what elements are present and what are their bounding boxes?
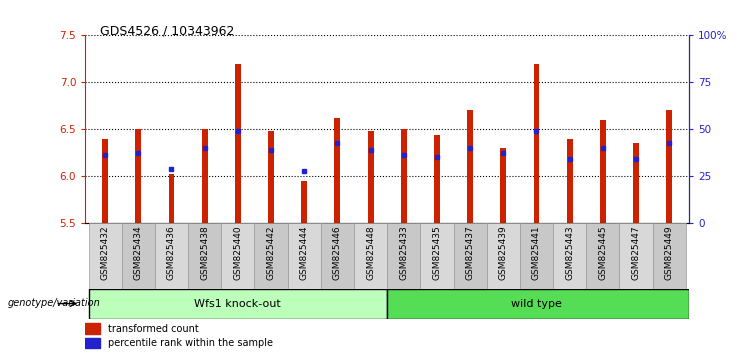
Bar [354,223,387,289]
Text: GSM825432: GSM825432 [101,225,110,280]
Text: GSM825433: GSM825433 [399,225,408,280]
Text: GSM825440: GSM825440 [233,225,242,280]
Bar [567,138,573,223]
Text: genotype/variation: genotype/variation [7,298,100,308]
Bar [500,148,506,223]
Bar [619,223,653,289]
Bar [88,289,387,319]
Bar [467,110,473,223]
Bar [334,118,340,223]
Bar [520,223,553,289]
Text: GSM825438: GSM825438 [200,225,209,280]
Bar [387,289,689,319]
Bar [188,223,222,289]
Text: GSM825442: GSM825442 [267,225,276,280]
Bar [420,223,453,289]
Text: GSM825436: GSM825436 [167,225,176,280]
Text: GSM825449: GSM825449 [665,225,674,280]
Bar [155,223,188,289]
Bar [487,223,520,289]
Bar [85,324,100,334]
Bar [633,143,639,223]
Bar [102,138,108,223]
Bar [136,129,142,223]
Bar [453,223,487,289]
Text: GDS4526 / 10343962: GDS4526 / 10343962 [100,25,234,38]
Text: GSM825444: GSM825444 [299,225,309,280]
Text: percentile rank within the sample: percentile rank within the sample [108,338,273,348]
Bar [168,174,174,223]
Bar [88,223,122,289]
Bar [586,223,619,289]
Bar [600,120,606,223]
Text: GSM825435: GSM825435 [433,225,442,280]
Bar [666,110,672,223]
Bar [653,223,686,289]
Bar [553,223,586,289]
Text: GSM825447: GSM825447 [631,225,640,280]
Text: GSM825441: GSM825441 [532,225,541,280]
Text: GSM825437: GSM825437 [465,225,475,280]
Text: GSM825448: GSM825448 [366,225,375,280]
Bar [387,223,420,289]
Bar [85,337,100,348]
Text: GSM825443: GSM825443 [565,225,574,280]
Bar [401,129,407,223]
Bar [122,223,155,289]
Text: GSM825446: GSM825446 [333,225,342,280]
Bar [368,131,373,223]
Text: transformed count: transformed count [108,324,199,334]
Text: Wfs1 knock-out: Wfs1 knock-out [194,298,282,309]
Bar [434,135,440,223]
Bar [288,223,321,289]
Bar [235,63,241,223]
Text: GSM825445: GSM825445 [598,225,608,280]
Bar [268,131,274,223]
Text: GSM825439: GSM825439 [499,225,508,280]
Bar [321,223,354,289]
Bar [254,223,288,289]
Bar [302,181,308,223]
Bar [534,63,539,223]
Text: GSM825434: GSM825434 [134,225,143,280]
Text: wild type: wild type [511,298,562,309]
Bar [222,223,254,289]
Bar [202,129,207,223]
